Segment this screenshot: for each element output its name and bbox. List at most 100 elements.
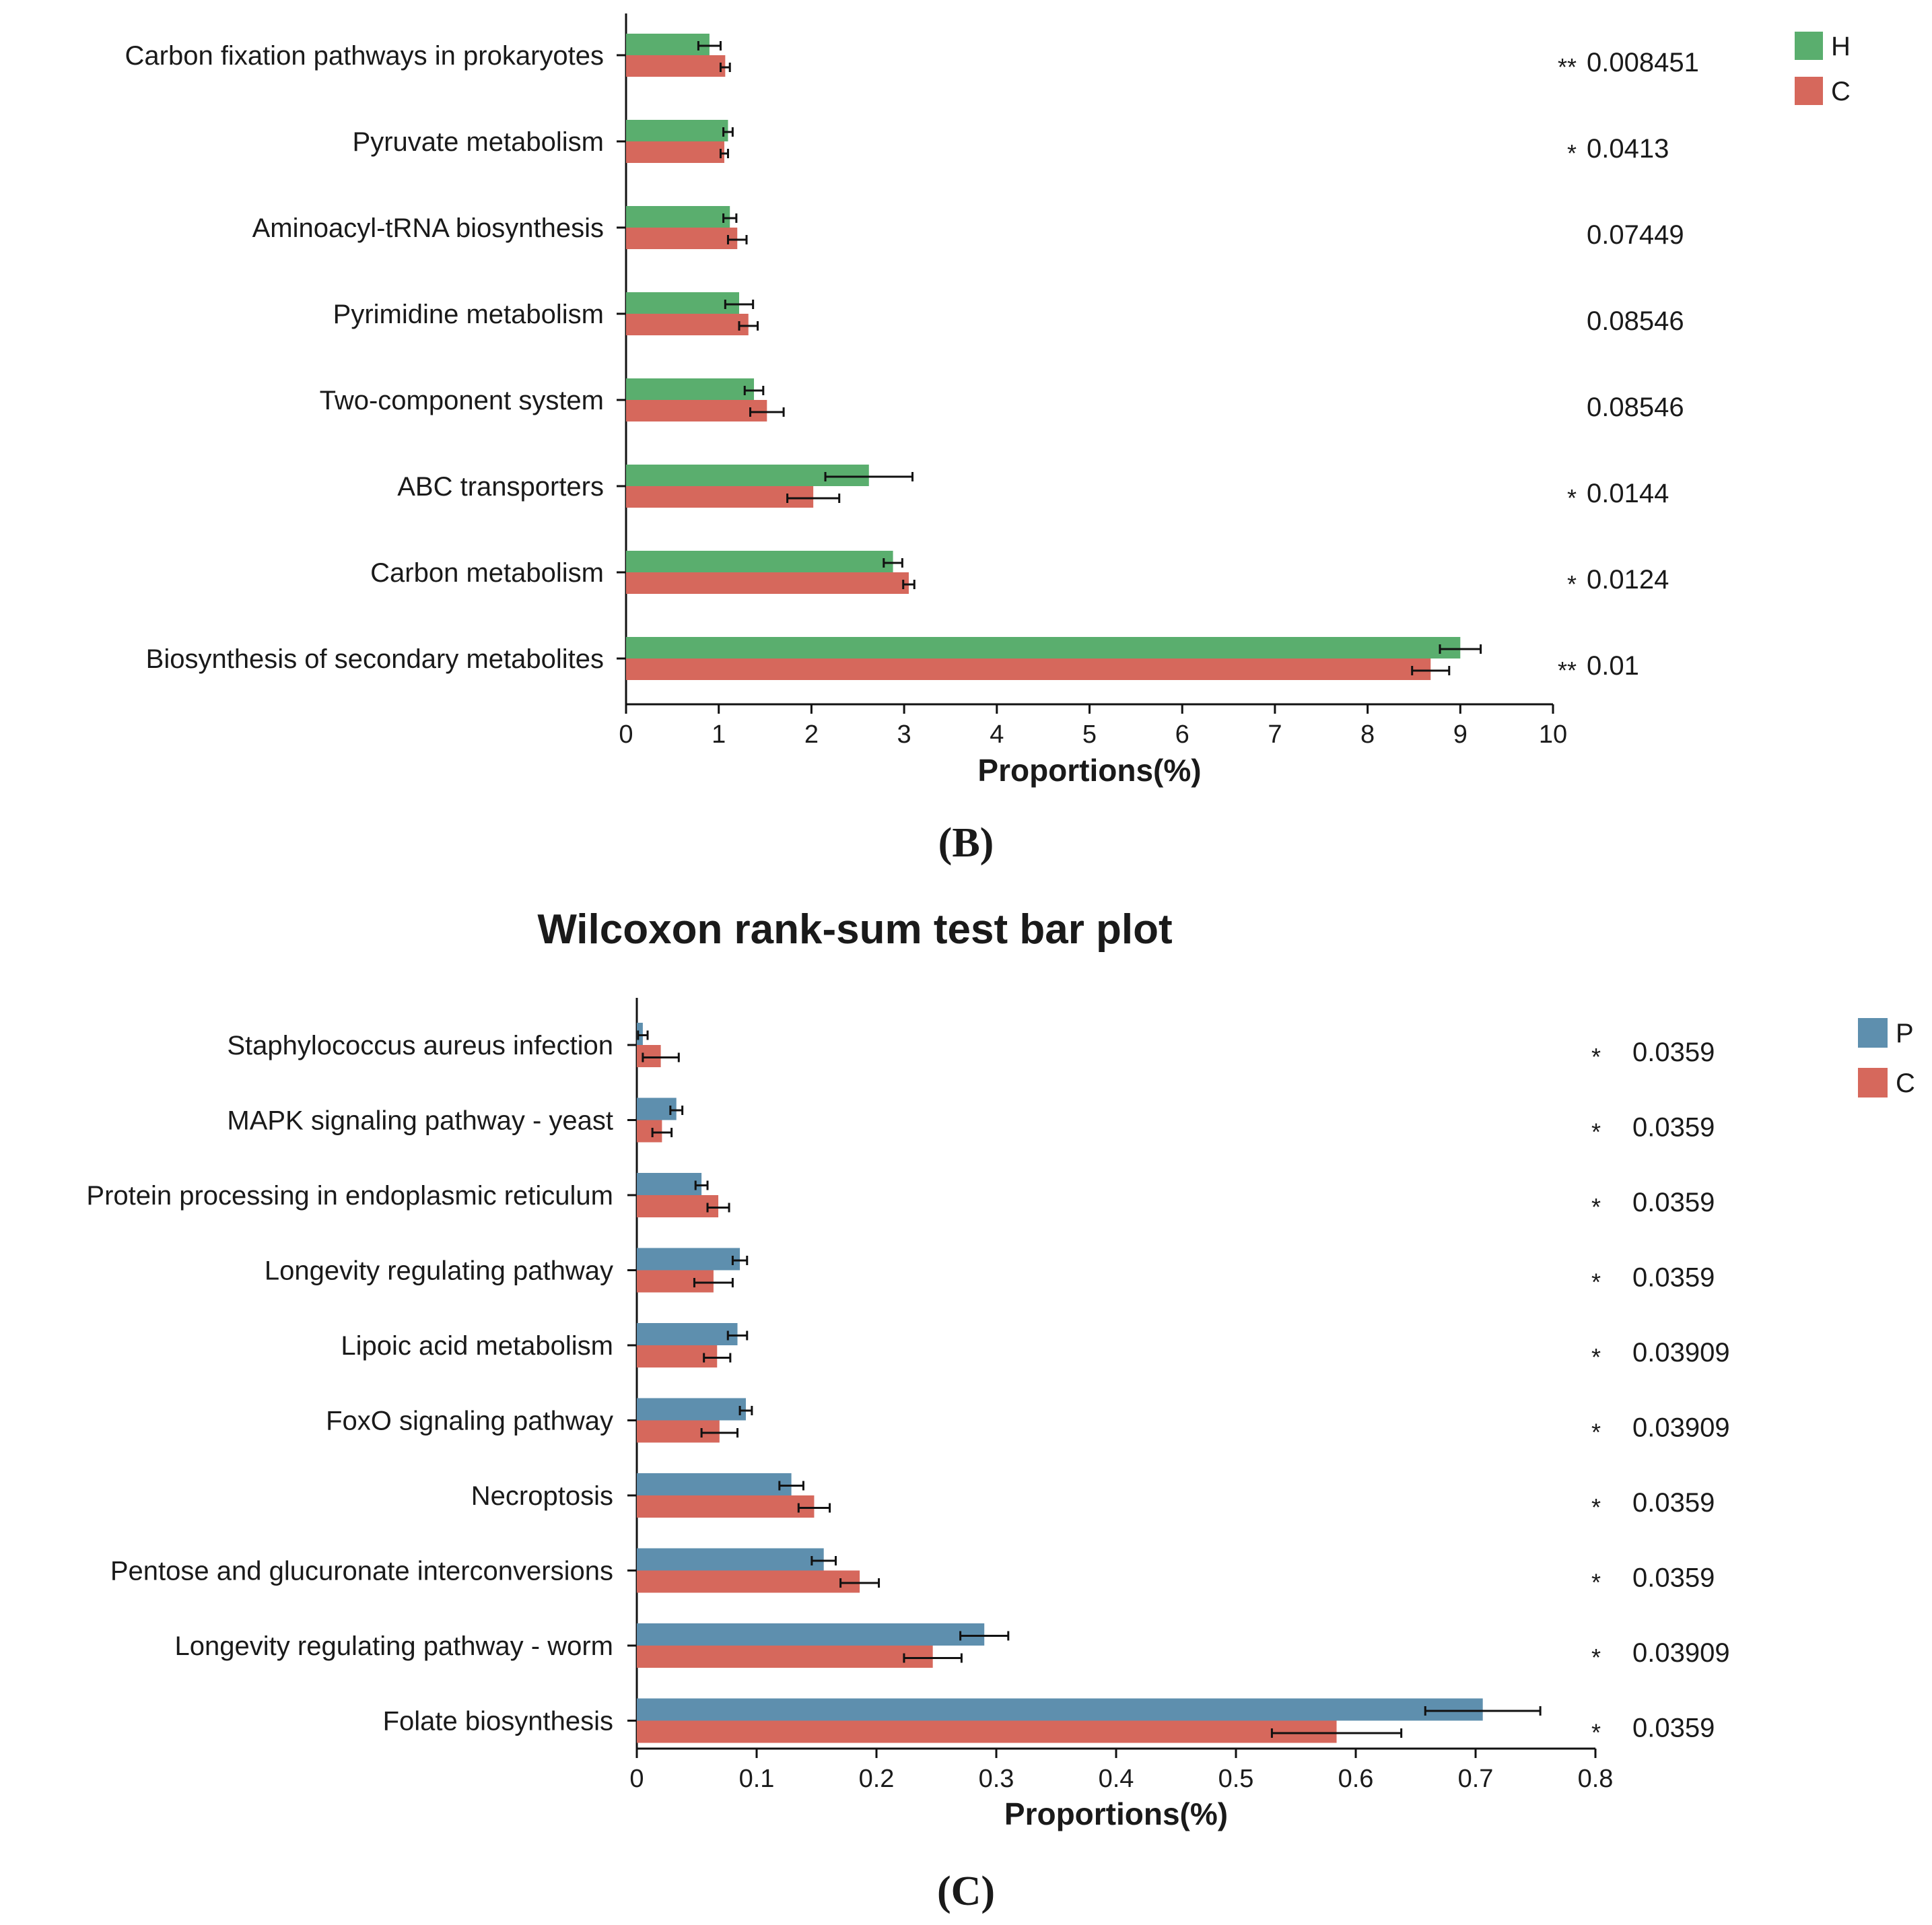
p-value-label: 0.0359 (1632, 1113, 1715, 1143)
x-tick-label: 4 (990, 720, 1004, 749)
legend-label: C (1831, 77, 1851, 106)
bar-c (626, 55, 726, 77)
category-label: Biosynthesis of secondary metabolites (146, 644, 604, 674)
legend-swatch-c (1858, 1068, 1888, 1097)
x-tick-label: 0.5 (1218, 1765, 1254, 1793)
category-label: Pentose and glucuronate interconversions (110, 1557, 613, 1586)
p-value-label: 0.03909 (1632, 1338, 1730, 1367)
bar-h (626, 34, 710, 55)
bar-h (626, 292, 739, 314)
category-label: Pyrimidine metabolism (333, 300, 604, 329)
legend-label: H (1831, 32, 1851, 61)
category-label: Aminoacyl-tRNA biosynthesis (252, 213, 604, 243)
bar-c (626, 572, 909, 594)
chart-c: 0 0.1 0.2 0.3 0.4 0.5 0.6 0.7 0.8 Proportions(%) S… (86, 998, 1915, 1831)
bar-c (626, 486, 814, 508)
bar-c (637, 1045, 661, 1067)
bar-h (626, 120, 728, 141)
bar-p (637, 1023, 643, 1045)
legend-label: C (1896, 1069, 1915, 1098)
p-value-label: 0.08546 (1587, 306, 1684, 336)
bar-p (637, 1248, 740, 1271)
chart-c-title: Wilcoxon rank-sum test bar plot (537, 906, 1172, 953)
x-tick-label: 0.2 (859, 1765, 895, 1793)
x-tick-label: 2 (804, 720, 819, 749)
significance-marker: ** (1558, 53, 1577, 81)
category-label: ABC transporters (397, 472, 604, 502)
bar-h (626, 465, 869, 486)
x-tick-label: 0.1 (739, 1765, 775, 1793)
bar-p (637, 1173, 702, 1195)
bar-p (637, 1473, 792, 1495)
x-axis-title: Proportions(%) (1004, 1796, 1228, 1831)
p-value-label: 0.0359 (1632, 1038, 1715, 1067)
bar-c (637, 1420, 720, 1443)
bar-h (626, 378, 755, 400)
legend-swatch-p (1858, 1018, 1888, 1048)
category-label: MAPK signaling pathway - yeast (227, 1106, 613, 1136)
bar-h (626, 551, 893, 572)
significance-marker: * (1567, 484, 1577, 512)
category-label: Carbon metabolism (370, 558, 604, 588)
x-tick-label: 9 (1453, 720, 1468, 749)
x-tick-label: 1 (712, 720, 726, 749)
category-label: FoxO signaling pathway (326, 1407, 613, 1436)
x-tick-label: 0.7 (1458, 1765, 1494, 1793)
p-value-label: 0.0359 (1632, 1714, 1715, 1743)
significance-marker: * (1591, 1644, 1601, 1671)
x-tick-label: 5 (1082, 720, 1097, 749)
panel-label-b: (B) (938, 820, 994, 866)
significance-marker: * (1591, 1343, 1601, 1371)
bar-c (626, 141, 724, 163)
category-label: Protein processing in endoplasmic reticu… (86, 1181, 613, 1211)
significance-marker: * (1591, 1419, 1601, 1446)
bar-c (637, 1120, 662, 1143)
significance-marker: * (1591, 1719, 1601, 1747)
bar-c (626, 314, 749, 335)
bar-c (637, 1570, 860, 1593)
significance-marker: * (1591, 1193, 1601, 1221)
p-value-label: 0.03909 (1632, 1413, 1730, 1443)
x-tick-label: 0 (629, 1765, 644, 1793)
bar-p (637, 1548, 824, 1571)
x-tick-label: 0.3 (979, 1765, 1014, 1793)
significance-marker: * (1567, 139, 1577, 167)
panel-label-c: (C) (937, 1868, 995, 1914)
significance-marker: * (1567, 570, 1577, 598)
category-label: Longevity regulating pathway - worm (175, 1631, 613, 1661)
category-label: Necroptosis (471, 1481, 613, 1511)
bar-c (626, 400, 767, 421)
p-value-label: 0.008451 (1587, 48, 1699, 77)
bar-c (637, 1495, 815, 1518)
category-label: Lipoic acid metabolism (341, 1331, 613, 1361)
significance-marker: * (1591, 1118, 1601, 1146)
legend-label: P (1896, 1019, 1914, 1048)
bar-p (637, 1698, 1483, 1721)
category-label: Folate biosynthesis (383, 1707, 613, 1736)
bar-h (626, 637, 1461, 658)
significance-marker: ** (1558, 656, 1577, 684)
significance-marker: * (1591, 1493, 1601, 1521)
significance-marker: * (1591, 1569, 1601, 1596)
p-value-label: 0.0413 (1587, 134, 1669, 164)
category-label: Longevity regulating pathway (265, 1256, 613, 1286)
category-label: Two-component system (320, 386, 604, 415)
p-value-label: 0.07449 (1587, 220, 1684, 250)
bar-h (626, 206, 730, 228)
p-value-label: 0.0359 (1632, 1563, 1715, 1593)
bar-c (626, 228, 738, 249)
p-value-label: 0.03909 (1632, 1638, 1730, 1668)
category-label: Carbon fixation pathways in prokaryotes (125, 41, 604, 71)
significance-marker: * (1591, 1269, 1601, 1296)
p-value-label: 0.0359 (1632, 1188, 1715, 1217)
x-tick-label: 8 (1360, 720, 1375, 749)
bar-c (637, 1720, 1337, 1743)
x-tick-label: 0.6 (1338, 1765, 1374, 1793)
bar-c (637, 1646, 933, 1668)
legend-swatch-h (1795, 32, 1823, 60)
x-tick-label: 0.4 (1099, 1765, 1134, 1793)
chart-b: 0 1 2 3 4 5 6 7 8 9 10 Proportions(%) Carbon fixatio… (125, 13, 1851, 788)
bar-c (637, 1345, 718, 1367)
x-tick-label: 0.8 (1578, 1765, 1614, 1793)
